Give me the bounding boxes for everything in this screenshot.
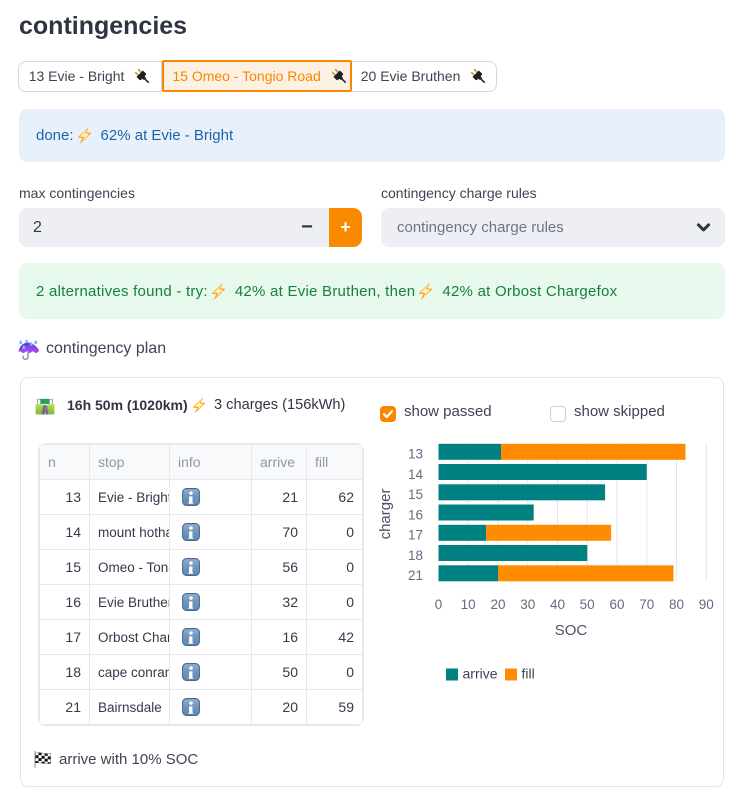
svg-text:70: 70 bbox=[639, 597, 654, 612]
svg-text:14: 14 bbox=[408, 467, 424, 482]
svg-text:SOC: SOC bbox=[555, 622, 588, 639]
svg-text:15: 15 bbox=[408, 487, 423, 502]
svg-text:40: 40 bbox=[550, 597, 565, 612]
svg-text:10: 10 bbox=[461, 597, 476, 612]
svg-text:50: 50 bbox=[580, 597, 595, 612]
svg-text:21: 21 bbox=[408, 568, 423, 583]
svg-text:60: 60 bbox=[609, 597, 624, 612]
svg-text:arrive: arrive bbox=[463, 666, 498, 682]
svg-text:90: 90 bbox=[699, 597, 714, 612]
svg-text:80: 80 bbox=[669, 597, 684, 612]
svg-text:0: 0 bbox=[435, 597, 443, 612]
svg-text:20: 20 bbox=[490, 597, 505, 612]
svg-text:charger: charger bbox=[377, 489, 394, 540]
svg-text:17: 17 bbox=[408, 528, 423, 543]
svg-text:16: 16 bbox=[408, 507, 423, 522]
svg-text:18: 18 bbox=[408, 548, 423, 563]
svg-text:fill: fill bbox=[522, 666, 535, 682]
svg-text:13: 13 bbox=[408, 447, 423, 462]
svg-text:30: 30 bbox=[520, 597, 535, 612]
